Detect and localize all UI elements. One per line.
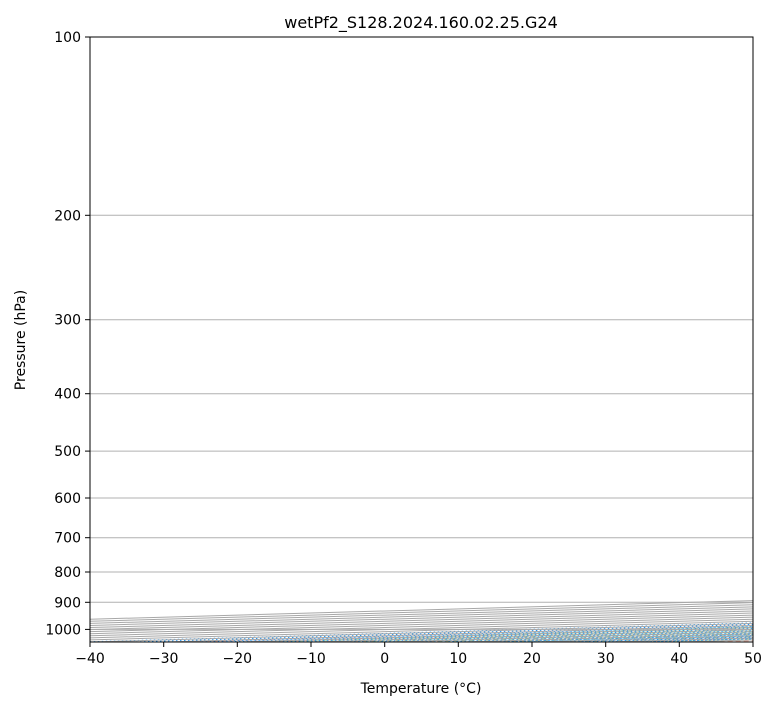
x-tick-label: −40 <box>75 651 105 667</box>
x-tick-label: 20 <box>523 651 541 667</box>
y-tick-label: 700 <box>54 531 81 547</box>
y-tick-label: 500 <box>54 444 81 460</box>
x-tick-label: 40 <box>670 651 688 667</box>
x-tick-label: 0 <box>380 651 389 667</box>
y-tick-label: 200 <box>54 208 81 224</box>
x-axis-label: Temperature (°C) <box>360 681 482 697</box>
y-tick-label: 100 <box>54 30 81 46</box>
y-tick-label: 900 <box>54 595 81 611</box>
chart-title: wetPf2_S128.2024.160.02.25.G24 <box>284 13 558 33</box>
y-tick-label: 300 <box>54 313 81 329</box>
x-tick-label: 10 <box>449 651 467 667</box>
x-tick-label: −20 <box>223 651 253 667</box>
x-tick-label: −30 <box>149 651 179 667</box>
y-tick-label: 600 <box>54 491 81 507</box>
y-tick-label: 1000 <box>45 622 81 638</box>
y-axis-label: Pressure (hPa) <box>13 290 29 390</box>
plot-frame <box>89 36 754 643</box>
x-axis: −40 −30 −20 −10 0 10 20 30 40 50 <box>75 642 762 667</box>
y-tick-label: 800 <box>54 565 81 581</box>
y-axis: 100 200 300 400 500 600 700 800 900 1000 <box>45 30 90 638</box>
gridlines <box>90 37 753 642</box>
x-tick-label: 30 <box>597 651 615 667</box>
x-tick-label: 50 <box>744 651 762 667</box>
x-tick-label: −10 <box>296 651 326 667</box>
y-tick-label: 400 <box>54 387 81 403</box>
